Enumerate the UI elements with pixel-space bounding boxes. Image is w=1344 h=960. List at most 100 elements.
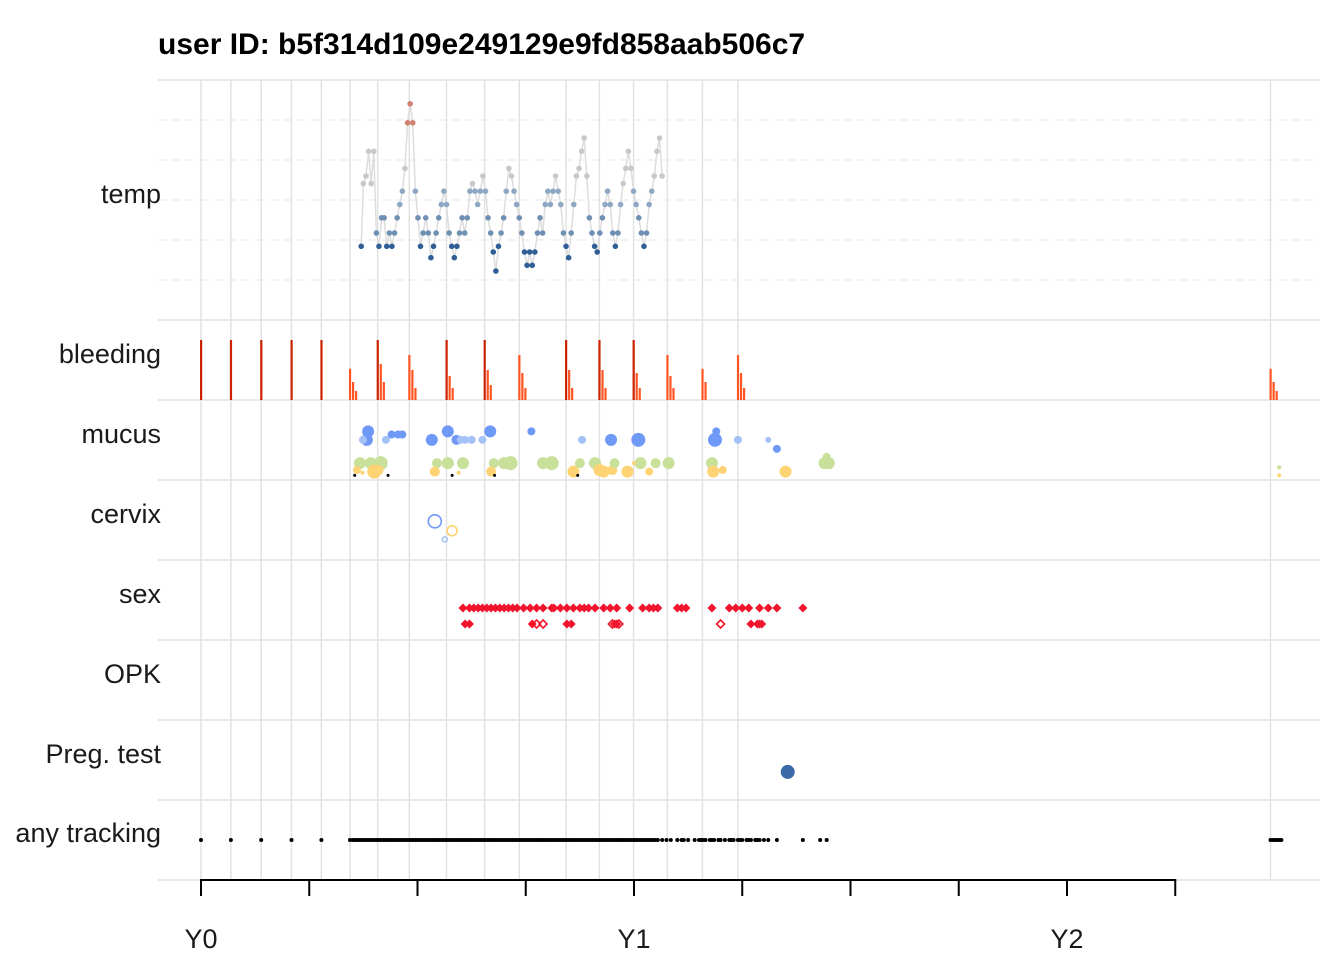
- mucus-point: [1277, 465, 1282, 470]
- tracking-point: [748, 838, 753, 842]
- mucus-point: [353, 473, 357, 477]
- tracking-point: [740, 838, 745, 842]
- tracking-point: [718, 838, 723, 842]
- temp-point: [656, 135, 663, 141]
- mucus-point: [373, 465, 384, 476]
- temp-series: [358, 101, 665, 274]
- temp-point: [607, 201, 613, 208]
- temp-point: [511, 188, 517, 194]
- sex-marker: [525, 603, 535, 613]
- tracking-point: [692, 838, 697, 842]
- temp-point: [383, 243, 390, 250]
- bleeding-bar: [200, 340, 203, 400]
- bleeding-bar: [518, 355, 521, 400]
- x-tick-label: Y1: [617, 924, 650, 954]
- temp-point: [472, 188, 478, 194]
- temp-point: [409, 120, 416, 126]
- mucus-point: [765, 436, 772, 443]
- temp-point: [628, 165, 634, 172]
- temp-point: [386, 230, 393, 236]
- mucus-point: [733, 435, 742, 444]
- bleeding-bar: [229, 340, 233, 400]
- bleeding-bar: [348, 368, 352, 400]
- mucus-point: [467, 435, 476, 444]
- mucus-point: [429, 466, 440, 477]
- temp-point: [404, 120, 411, 126]
- tracking-point: [761, 838, 766, 842]
- row-label-mucus: mucus: [81, 419, 161, 449]
- temp-point: [402, 165, 408, 172]
- row-label-bleeding: bleeding: [59, 339, 161, 369]
- sex-marker-open: [613, 618, 624, 630]
- temp-point: [365, 148, 372, 155]
- temp-point: [399, 188, 406, 194]
- tracking-point: [800, 838, 805, 842]
- bleeding-bar: [704, 382, 707, 400]
- temp-point: [539, 230, 546, 236]
- mucus-point: [503, 456, 518, 471]
- bleeding-bar: [451, 388, 454, 400]
- temp-point: [435, 215, 442, 221]
- mucus-point: [574, 458, 585, 469]
- sex-series: [458, 603, 808, 630]
- sex-marker: [724, 603, 734, 613]
- row-label-temp: temp: [101, 179, 161, 209]
- sex-marker: [755, 603, 765, 613]
- bleeding-bar: [739, 373, 743, 400]
- temp-point: [417, 243, 424, 250]
- bleeding-bar: [486, 370, 489, 400]
- mucus-point: [493, 473, 497, 477]
- temp-point: [560, 230, 567, 236]
- bleeding-bar: [568, 370, 571, 400]
- temp-point: [461, 230, 468, 236]
- mucus-point: [718, 466, 727, 475]
- temp-point: [568, 230, 575, 236]
- tracking-point: [818, 838, 823, 842]
- mucus-point: [822, 457, 835, 470]
- bleeding-bar: [666, 355, 669, 400]
- temp-point: [545, 188, 551, 194]
- bleeding-bar: [601, 370, 604, 400]
- mucus-point: [398, 430, 407, 439]
- temp-point: [500, 215, 507, 221]
- temp-point: [552, 173, 559, 179]
- sex-marker: [568, 603, 578, 613]
- mucus-point: [662, 457, 675, 470]
- mucus-point: [645, 467, 654, 476]
- bleeding-bar: [489, 385, 492, 400]
- row-label-preg-test: Preg. test: [45, 739, 161, 769]
- row-label-sex: sex: [119, 579, 162, 609]
- bleeding-bar: [524, 388, 527, 400]
- sex-marker: [653, 603, 663, 613]
- mucus-point: [488, 458, 499, 469]
- sex-marker: [772, 603, 782, 613]
- sex-marker-secondary: [464, 619, 474, 629]
- temp-point: [456, 230, 463, 236]
- tracking-point: [686, 838, 691, 842]
- tracking-point: [757, 838, 762, 842]
- x-tick-label: Y0: [184, 924, 217, 954]
- sex-marker-open: [537, 618, 549, 630]
- sex-marker-secondary: [746, 619, 756, 629]
- bleeding-bar: [408, 355, 411, 400]
- tracking-point: [766, 838, 771, 842]
- temp-point: [524, 262, 530, 269]
- sex-marker: [549, 603, 559, 613]
- mucus-point: [387, 430, 396, 439]
- mucus-point: [381, 435, 390, 444]
- tracking-point: [675, 838, 680, 842]
- temp-point: [526, 249, 533, 255]
- preg-test-series: [780, 764, 795, 779]
- mucus-point: [431, 458, 442, 469]
- temp-point: [482, 188, 489, 194]
- temp-point: [565, 254, 572, 261]
- sex-marker-open: [607, 618, 618, 630]
- sex-marker: [605, 603, 615, 613]
- temp-point: [578, 148, 585, 155]
- temp-point: [438, 201, 445, 208]
- temp-point: [550, 188, 556, 194]
- bleeding-bar: [672, 388, 675, 400]
- temp-point: [370, 148, 377, 155]
- temp-point: [586, 215, 593, 221]
